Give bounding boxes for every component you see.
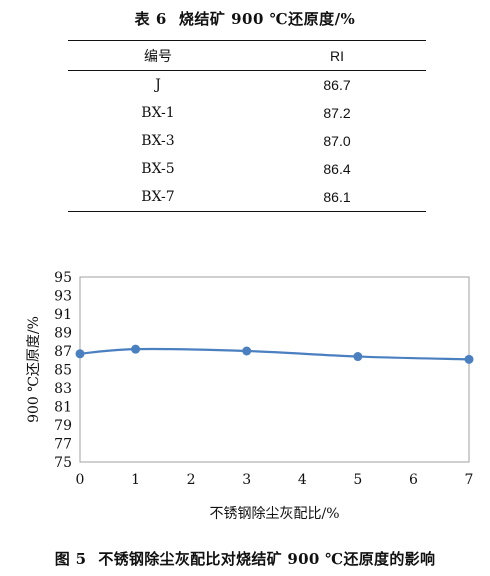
table-row: BX-1 87.2 — [68, 99, 426, 127]
y-tick-label: 75 — [54, 455, 72, 471]
table-row: BX-3 87.0 — [68, 127, 426, 155]
x-tick-label: 1 — [131, 472, 140, 488]
series-line — [79, 347, 470, 361]
table-header-row: 编号 RI — [68, 40, 426, 71]
y-tick-label: 91 — [54, 307, 72, 323]
x-axis-label: 不锈钢除尘灰配比/% — [209, 506, 339, 522]
sample-id-cell: BX-3 — [141, 133, 175, 149]
sample-id-cell: BX-1 — [141, 105, 175, 121]
ri-value-cell: 86.4 — [323, 161, 351, 177]
data-point — [131, 344, 141, 354]
x-tick-label: 7 — [465, 472, 474, 488]
data-point — [75, 349, 85, 359]
y-tick-label: 79 — [54, 418, 72, 434]
data-point — [464, 354, 474, 364]
sample-id-cell: BX-7 — [141, 189, 175, 205]
x-tick-label: 0 — [76, 472, 85, 488]
x-tick-label: 2 — [187, 472, 196, 488]
reduction-index-table: 编号 RI J 86.7 BX-1 87.2 BX-3 87.0 BX-5 86.4 BX-7 8… — [68, 40, 426, 212]
x-tick-label: 5 — [353, 472, 362, 488]
reduction-line-chart: 75 77 79 81 83 85 87 89 91 93 95 0 1 2 3 4 5 6 7 不锈钢除尘灰配比/%… — [0, 262, 490, 534]
y-tick-label: 93 — [54, 289, 72, 305]
table-body: J 86.7 BX-1 87.2 BX-3 87.0 BX-5 86.4 BX-7 86.1 — [68, 71, 426, 212]
figure-caption: 图 5 不锈钢除尘灰配比对烧结矿 900 ℃还原度的影响 — [0, 548, 490, 569]
table-row: BX-5 86.4 — [68, 155, 426, 183]
y-tick-label: 77 — [54, 437, 72, 453]
table-row: J 86.7 — [68, 71, 426, 100]
plot-area-border — [79, 276, 470, 463]
sample-id-cell: BX-5 — [141, 161, 175, 177]
x-tick-label: 3 — [242, 472, 251, 488]
y-tick-label: 81 — [54, 400, 72, 416]
y-axis-label: 900 ℃还原度/% — [26, 316, 42, 423]
chart-container: 75 77 79 81 83 85 87 89 91 93 95 0 1 2 3 4 5 6 7 不锈钢除尘灰配比/%… — [0, 262, 490, 534]
chart-svg: 75 77 79 81 83 85 87 89 91 93 95 0 1 2 3 4 5 6 7 不锈钢除尘灰配比/%… — [26, 270, 474, 522]
table-caption: 表 6 烧结矿 900 ℃还原度/% — [0, 8, 490, 29]
y-tick-label: 87 — [54, 344, 72, 360]
x-tick-label: 6 — [409, 472, 418, 488]
ri-value-cell: 87.0 — [323, 133, 351, 149]
x-tick-label: 4 — [298, 472, 307, 488]
y-tick-label: 85 — [54, 363, 72, 379]
y-tick-label: 89 — [54, 326, 72, 342]
data-point — [353, 352, 363, 362]
table-row: BX-7 86.1 — [68, 183, 426, 212]
table-label: 表 6 — [134, 10, 167, 28]
y-tick-label: 83 — [54, 381, 72, 397]
column-header-ri: RI — [330, 47, 344, 64]
ri-value-cell: 87.2 — [323, 105, 351, 121]
sample-id-cell: J — [155, 77, 161, 93]
ri-value-cell: 86.7 — [323, 77, 351, 93]
data-point — [242, 346, 252, 356]
ri-value-cell: 86.1 — [323, 189, 351, 205]
figure-label: 图 5 — [54, 550, 87, 568]
figure-caption-text: 不锈钢除尘灰配比对烧结矿 900 ℃还原度的影响 — [98, 550, 436, 568]
y-tick-label: 95 — [54, 270, 72, 286]
column-header-id: 编号 — [144, 48, 172, 65]
table-title: 烧结矿 900 ℃还原度/% — [178, 10, 356, 28]
